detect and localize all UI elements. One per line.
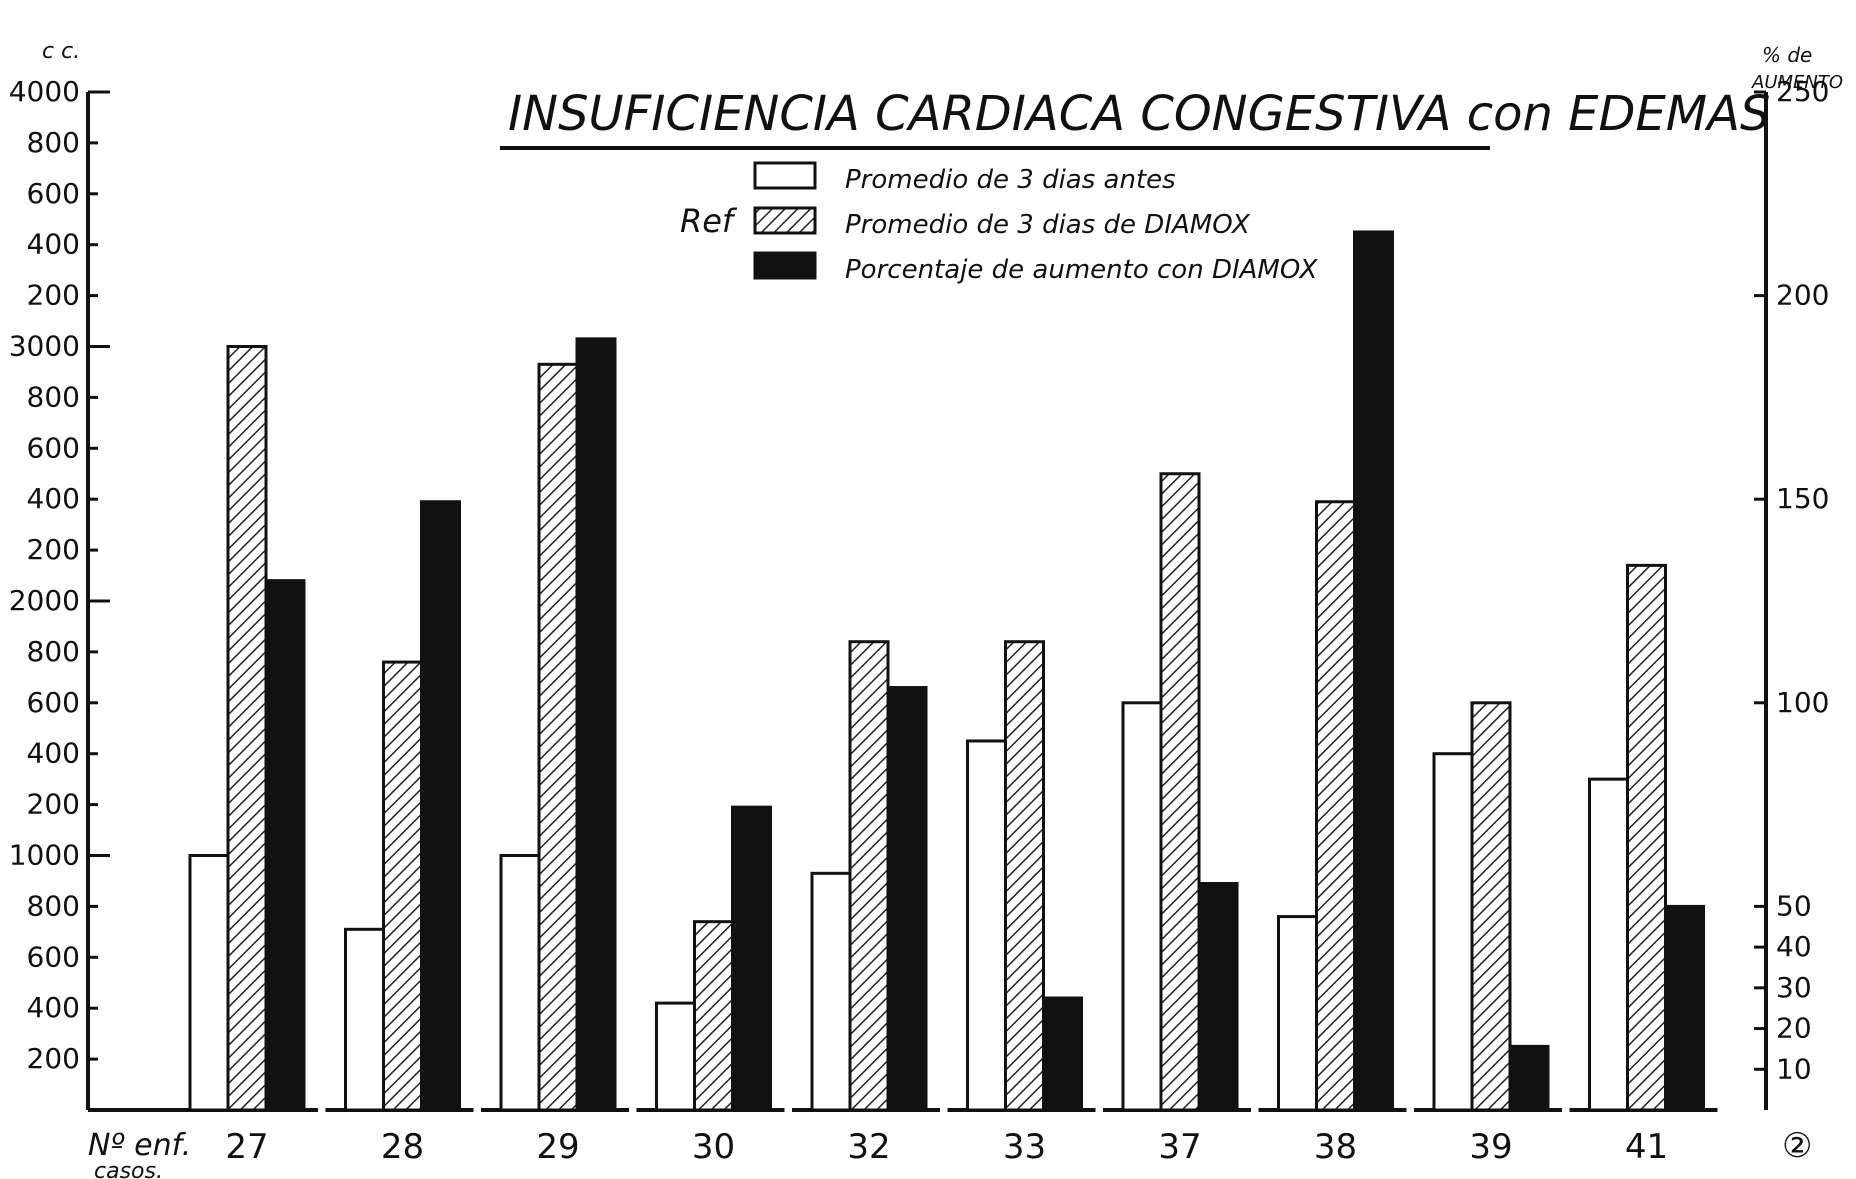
- legend-swatch-white: [753, 161, 817, 190]
- left-tick-label: 200: [27, 279, 80, 312]
- left-tick-label: 1000: [9, 839, 80, 872]
- page-mark: ②: [1782, 1126, 1812, 1166]
- bars: [188, 230, 1705, 1112]
- category-labels: 27 28 29 30 32 33 37 38 39 41: [225, 1127, 1668, 1167]
- bar-hatched-37: [1159, 472, 1201, 1112]
- bar-white-27: [188, 854, 230, 1112]
- category-label-33: 33: [1003, 1127, 1046, 1167]
- legend: Ref Promedio de 3 dias antes Promedio de…: [680, 161, 1319, 285]
- bar-hatched-27: [226, 345, 268, 1112]
- left-tick-label: 4000: [9, 75, 80, 108]
- left-tick-label: 800: [27, 635, 80, 668]
- category-label-30: 30: [692, 1127, 735, 1167]
- category-label-29: 29: [536, 1127, 579, 1167]
- left-tick-label: 3000: [9, 330, 80, 363]
- bar-hatched-28: [382, 660, 423, 1112]
- bar-white-28: [344, 927, 385, 1112]
- right-axis-unit-1: % de: [1762, 43, 1812, 67]
- bar-hatched-38: [1315, 500, 1356, 1112]
- left-tick-label: 600: [27, 177, 80, 210]
- legend-label-white: Promedio de 3 dias antes: [845, 165, 1176, 195]
- left-tick-label: 400: [27, 737, 80, 770]
- chart-title: INSUFICIENCIA CARDIACA CONGESTIVA con ED…: [508, 86, 1770, 142]
- bar-black-28: [420, 500, 461, 1112]
- bar-black-39: [1508, 1044, 1550, 1112]
- right-axis-unit-2: AUMENTO: [1751, 72, 1843, 93]
- right-tick-label: 10: [1776, 1052, 1812, 1085]
- legend-prefix: Ref: [680, 202, 738, 240]
- right-tick-label: 200: [1776, 279, 1829, 312]
- right-tick-label: 150: [1776, 482, 1829, 515]
- bar-hatched-39: [1470, 701, 1512, 1112]
- right-tick-label: 100: [1776, 686, 1829, 719]
- right-axis-ticks: 10 20 30 40 50 100 150 200 250: [1754, 75, 1829, 1085]
- x-axis-label-1: Nº enf.: [88, 1128, 191, 1163]
- category-label-38: 38: [1314, 1127, 1357, 1167]
- bar-black-33: [1042, 996, 1083, 1112]
- category-label-32: 32: [847, 1127, 890, 1167]
- left-tick-label: 600: [27, 940, 80, 973]
- bar-hatched-29: [537, 362, 579, 1112]
- left-tick-label: 600: [27, 686, 80, 719]
- right-tick-label: 250: [1776, 75, 1829, 108]
- left-tick-label: 600: [27, 431, 80, 464]
- bar-white-32: [810, 871, 852, 1112]
- bar-white-37: [1121, 701, 1163, 1112]
- bar-hatched-32: [848, 640, 890, 1112]
- legend-swatch-hatched: [753, 206, 817, 235]
- bar-white-33: [966, 739, 1007, 1112]
- category-label-37: 37: [1158, 1127, 1201, 1167]
- left-tick-label: 2000: [9, 584, 80, 617]
- bar-hatched-33: [1004, 640, 1045, 1112]
- bar-hatched-41: [1626, 563, 1667, 1112]
- x-axis-label-2: casos.: [94, 1159, 163, 1179]
- right-tick-label: 40: [1776, 930, 1812, 963]
- bar-white-29: [499, 854, 541, 1112]
- right-tick-label: 20: [1776, 1012, 1812, 1045]
- left-tick-label: 200: [27, 533, 80, 566]
- bar-white-30: [655, 1001, 696, 1112]
- bar-black-38: [1353, 230, 1394, 1112]
- bar-black-32: [886, 686, 928, 1112]
- bar-white-39: [1432, 752, 1474, 1112]
- left-tick-label: 400: [27, 482, 80, 515]
- left-tick-label: 200: [27, 1042, 80, 1075]
- bar-black-29: [575, 337, 617, 1112]
- category-label-27: 27: [225, 1127, 268, 1167]
- left-tick-label: 800: [27, 126, 80, 159]
- bar-white-38: [1277, 915, 1318, 1112]
- left-axis-ticks: 200 400 600 800 1000 200 400 600 800 2000 200 400 60…: [9, 75, 110, 1075]
- left-tick-label: 200: [27, 788, 80, 821]
- bar-black-30: [731, 805, 772, 1112]
- bar-white-41: [1588, 777, 1629, 1112]
- left-tick-label: 400: [27, 991, 80, 1024]
- bar-black-41: [1664, 904, 1705, 1112]
- left-tick-label: 800: [27, 380, 80, 413]
- bar-black-37: [1197, 881, 1239, 1112]
- left-tick-label: 800: [27, 889, 80, 922]
- bar-black-27: [264, 579, 306, 1112]
- legend-label-black: Porcentaje de aumento con DIAMOX: [845, 255, 1319, 285]
- right-tick-label: 30: [1776, 971, 1812, 1004]
- left-axis-unit: c c.: [42, 39, 80, 64]
- legend-label-hatched: Promedio de 3 dias de DIAMOX: [845, 210, 1251, 240]
- bar-hatched-30: [693, 920, 734, 1112]
- category-label-41: 41: [1625, 1127, 1668, 1167]
- left-tick-label: 400: [27, 228, 80, 261]
- right-tick-label: 50: [1776, 889, 1812, 922]
- category-label-39: 39: [1469, 1127, 1512, 1167]
- category-label-28: 28: [381, 1127, 424, 1167]
- legend-swatch-black: [753, 251, 817, 280]
